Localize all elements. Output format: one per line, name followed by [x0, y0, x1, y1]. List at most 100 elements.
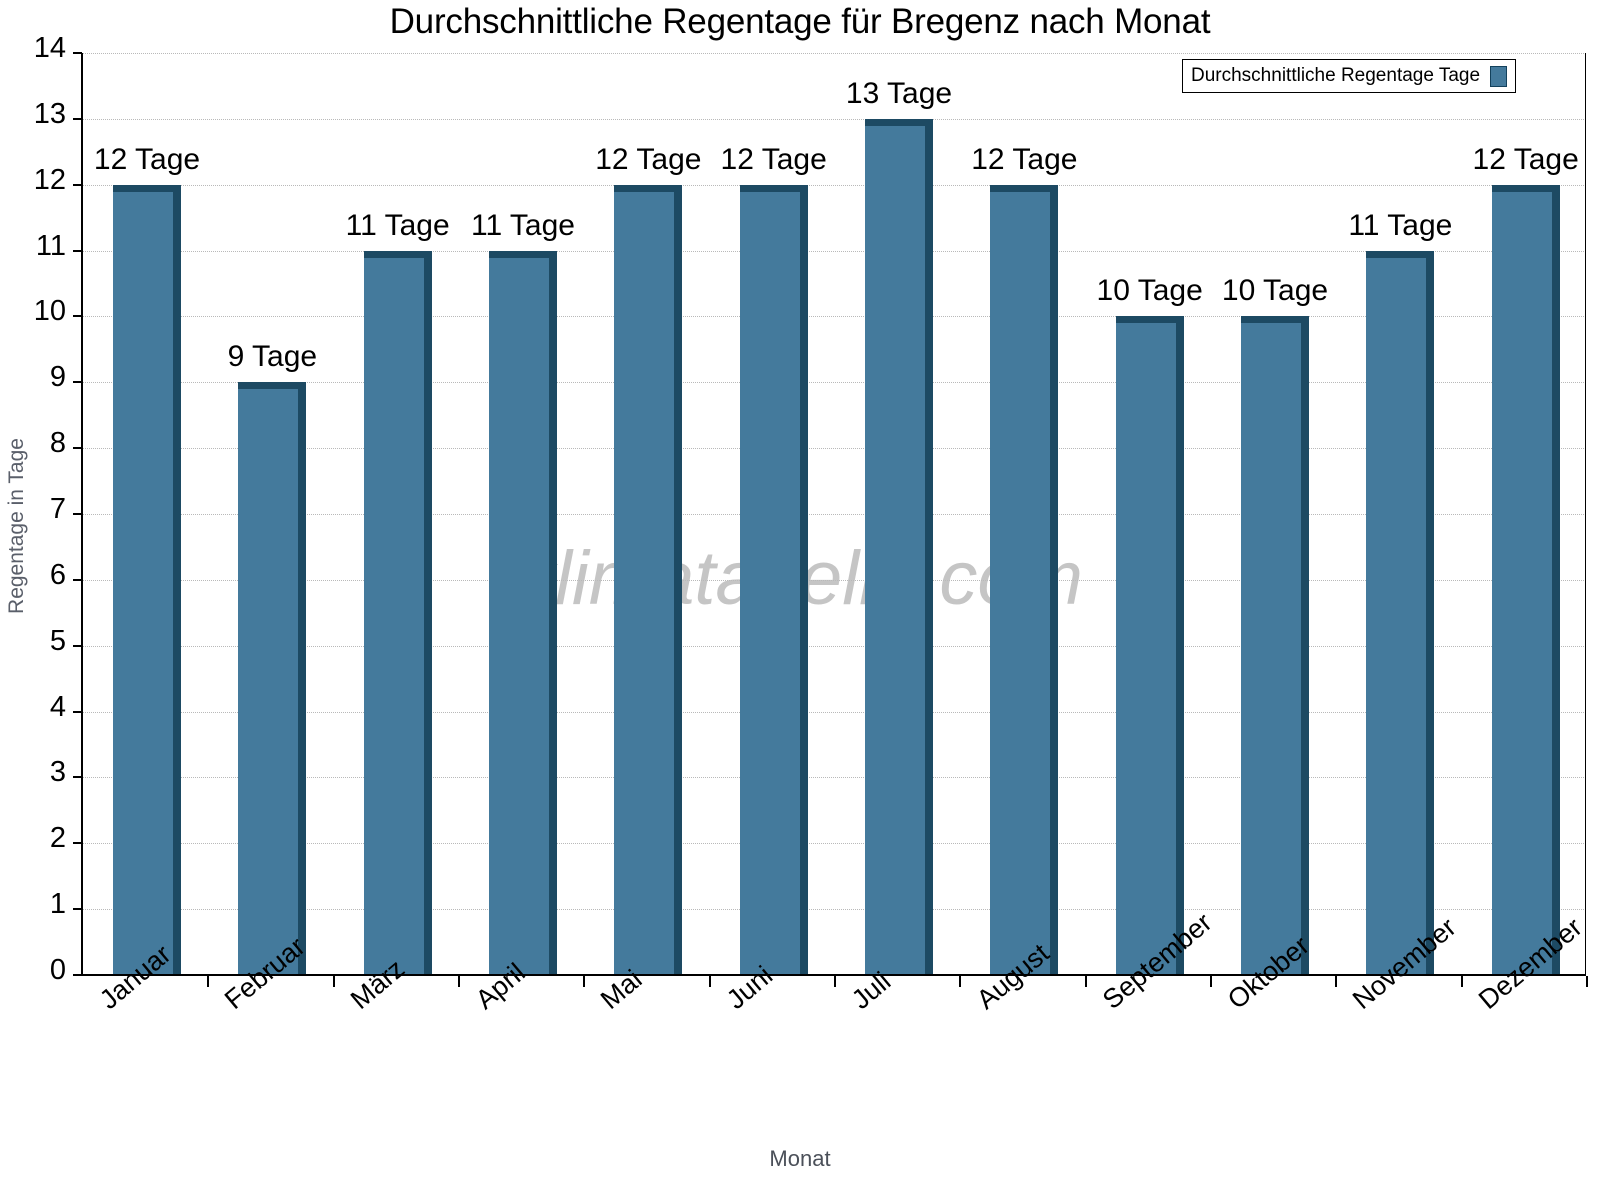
y-axis-tick [73, 183, 82, 186]
bar-side-shade [298, 382, 307, 975]
bar-top-shade [739, 184, 808, 192]
gridline [82, 777, 1586, 779]
y-axis-label: 9 [49, 361, 66, 394]
legend-label: Durchschnittliche Regentage Tage [1191, 65, 1481, 86]
bar-top-shade [363, 250, 432, 258]
bar-side-shade [925, 118, 933, 975]
gridline [82, 316, 1586, 318]
y-axis-tick [73, 249, 82, 252]
y-axis-label: 3 [49, 756, 66, 789]
gridline [82, 579, 1586, 581]
bar-value-label: 13 Tage [845, 76, 953, 110]
x-axis-tick [959, 976, 962, 987]
y-axis-tick [73, 315, 82, 318]
bar-side-shade [1175, 316, 1184, 975]
bar-value-label: 9 Tage [227, 340, 318, 374]
x-axis-tick [834, 976, 836, 987]
bar-side-shade [1050, 184, 1059, 975]
bar-top-shade [865, 118, 933, 126]
chart-legend[interactable]: Durchschnittliche Regentage Tage [1182, 59, 1517, 93]
bar-value-label: 12 Tage [971, 142, 1078, 176]
x-axis-tick [1586, 976, 1588, 987]
bar-value-label: 12 Tage [720, 142, 827, 176]
bar[interactable] [238, 382, 307, 975]
y-axis-label: 14 [33, 32, 66, 64]
bar-top-shade [1366, 250, 1435, 258]
y-axis-tick [73, 578, 82, 581]
x-axis-title: Monat [769, 1146, 831, 1171]
bar-top-shade [238, 382, 307, 390]
plot-area [82, 53, 1586, 975]
x-axis-tick [1084, 976, 1087, 987]
bar-side-shade [173, 184, 181, 975]
bar-value-label: 12 Tage [93, 142, 201, 176]
bar-top-shade [113, 184, 181, 192]
gridline [82, 514, 1586, 515]
y-axis-label: 11 [35, 229, 66, 262]
bar[interactable] [1241, 316, 1309, 975]
bar-side-shade [799, 184, 808, 975]
bar-top-shade [1491, 184, 1560, 192]
bar[interactable] [489, 250, 557, 975]
bar[interactable] [1366, 250, 1435, 975]
x-axis-tick [332, 976, 335, 987]
bar-top-shade [990, 184, 1059, 192]
y-axis-label: 8 [49, 427, 66, 460]
gridline [82, 711, 1586, 713]
bar[interactable] [363, 250, 432, 975]
bar-side-shade [1301, 316, 1309, 975]
x-axis-tick [708, 976, 711, 987]
bar-value-label: 11 Tage [471, 208, 575, 242]
y-axis-tick [73, 52, 82, 54]
y-axis-tick [73, 710, 82, 713]
x-axis-tick [1335, 976, 1338, 987]
y-axis-tick [73, 381, 82, 384]
page-title: Durchschnittliche Regentage für Bregenz … [389, 2, 1211, 41]
bar-side-shade [423, 250, 432, 975]
bar[interactable] [1491, 184, 1560, 975]
x-axis-tick [583, 976, 586, 987]
legend-color-swatch [1490, 65, 1508, 87]
bar[interactable] [990, 184, 1059, 975]
bar-value-label: 12 Tage [1472, 142, 1579, 176]
bar-top-shade [489, 250, 557, 258]
x-axis-line [82, 974, 1586, 976]
y-axis-label: 0 [49, 954, 66, 986]
x-axis-tick [1460, 976, 1463, 987]
y-axis-label: 4 [49, 690, 66, 723]
y-axis-label: 12 [33, 163, 66, 196]
bar-value-label: 10 Tage [1096, 274, 1203, 308]
bar-value-label: 11 Tage [345, 208, 450, 242]
y-axis-line [81, 53, 83, 976]
gridline [82, 448, 1586, 450]
y-axis-tick [73, 842, 82, 845]
y-axis-label: 5 [49, 624, 66, 657]
y-axis-tick [73, 117, 82, 120]
gridline [82, 250, 1586, 252]
y-axis-label: 6 [49, 558, 66, 591]
x-axis-tick [1210, 976, 1212, 987]
bar-side-shade [1426, 250, 1435, 975]
bar-side-shade [674, 184, 683, 975]
bar[interactable] [739, 184, 808, 975]
x-axis-tick [207, 976, 210, 987]
gridline [82, 118, 1586, 120]
bar[interactable] [113, 184, 181, 975]
y-axis-tick [73, 513, 82, 515]
bar[interactable] [865, 118, 933, 975]
y-axis-tick [73, 776, 82, 779]
gridline [82, 53, 1586, 54]
bar-top-shade [614, 184, 683, 192]
y-axis-tick [73, 644, 82, 647]
gridline [82, 843, 1586, 845]
y-axis-label: 13 [33, 97, 66, 130]
plot-right-border [1585, 53, 1586, 976]
y-axis-label: 1 [49, 888, 66, 921]
bar[interactable] [614, 184, 683, 975]
gridline [82, 184, 1586, 186]
bar-top-shade [1115, 316, 1184, 324]
gridline [82, 909, 1586, 911]
bar-value-label: 10 Tage [1221, 274, 1329, 308]
bar[interactable] [1115, 316, 1184, 975]
